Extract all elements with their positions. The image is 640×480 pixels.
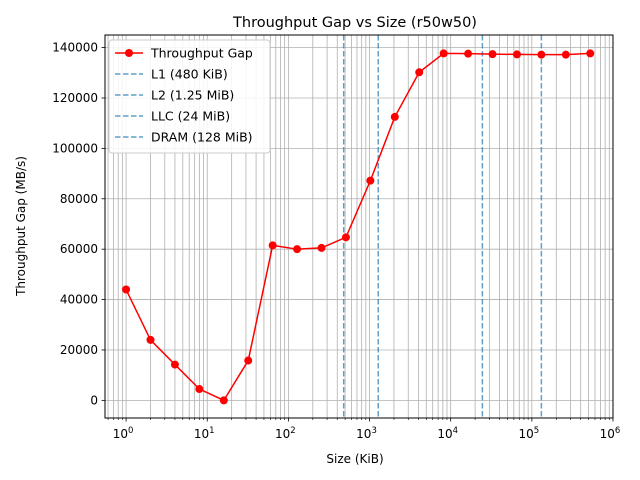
data-point	[415, 68, 424, 77]
data-point	[341, 233, 350, 242]
data-point	[195, 385, 204, 394]
data-point	[561, 50, 570, 59]
data-point	[317, 243, 326, 252]
x-tick-label: 101	[194, 426, 215, 441]
legend-box	[108, 39, 271, 154]
data-point	[219, 396, 228, 405]
data-point	[512, 50, 521, 59]
data-point	[390, 112, 399, 121]
data-point	[366, 176, 375, 185]
data-point	[146, 335, 155, 344]
series-line	[125, 52, 591, 402]
y-tick-label: 120000	[52, 91, 98, 105]
y-tick-label: 100000	[52, 141, 98, 155]
x-tick-label: 103	[356, 426, 377, 441]
data-point	[293, 245, 302, 254]
x-tick-label: 100	[113, 426, 134, 441]
legend-label: LLC (24 MiB)	[151, 109, 230, 124]
data-point	[244, 356, 253, 365]
data-point	[586, 49, 595, 58]
legend-series-marker	[125, 49, 133, 57]
data-point	[488, 50, 497, 59]
legend-label: DRAM (128 MiB)	[151, 130, 253, 145]
x-tick-label: 102	[275, 426, 296, 441]
data-point	[439, 49, 448, 58]
legend-label: Throughput Gap	[150, 46, 253, 61]
x-tick-label: 105	[518, 426, 539, 441]
y-axis-label: Throughput Gap (MB/s)	[14, 156, 28, 297]
y-tick-label: 40000	[60, 293, 98, 307]
x-axis-label: Size (KiB)	[326, 452, 383, 466]
data-point	[122, 285, 131, 294]
y-tick-label: 60000	[60, 242, 98, 256]
series-layer	[122, 49, 595, 405]
chart-title: Throughput Gap vs Size (r50w50)	[232, 15, 477, 31]
y-tick-label: 140000	[52, 41, 98, 55]
x-tick-label: 106	[600, 426, 621, 441]
legend: Throughput Gap L1 (480 KiB) L2 (1.25 MiB) L…	[108, 39, 271, 154]
data-point	[170, 360, 179, 369]
axes-frame	[104, 34, 614, 419]
y-tick-label: 0	[90, 393, 98, 407]
legend-label: L2 (1.25 MiB)	[151, 88, 234, 103]
ticks: 100 101 102 103 104 105 106 0 20000 40000 60000 800…	[52, 41, 620, 441]
legend-label: L1 (480 KiB)	[151, 67, 228, 82]
data-point	[268, 241, 277, 250]
y-tick-label: 80000	[60, 192, 98, 206]
data-point	[464, 49, 473, 58]
x-tick-label: 104	[437, 426, 458, 441]
data-point	[537, 50, 546, 59]
y-tick-label: 20000	[60, 343, 98, 357]
